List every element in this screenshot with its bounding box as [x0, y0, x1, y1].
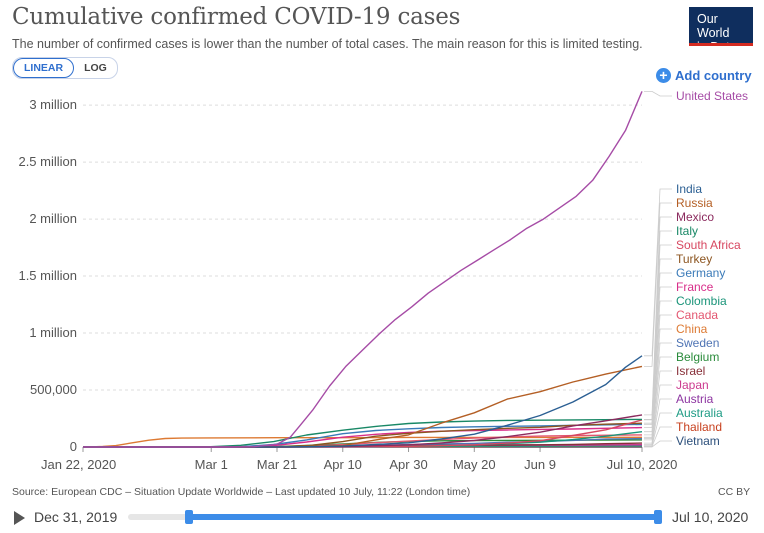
legend-label-italy: Italy: [676, 224, 698, 238]
series-line-united-states: [83, 91, 643, 448]
legend-label-sweden: Sweden: [676, 336, 719, 350]
legend-connector-canada: [644, 314, 672, 436]
legend-label-austria: Austria: [676, 392, 714, 406]
y-tick-label: 3 million: [29, 97, 77, 112]
plus-circle-icon: +: [656, 68, 671, 83]
add-country-button[interactable]: + Add country: [656, 68, 752, 83]
log-scale-button[interactable]: LOG: [84, 62, 107, 74]
linear-scale-button[interactable]: LINEAR: [13, 58, 75, 78]
x-tick-label: Jan 22, 2020: [41, 457, 116, 472]
y-tick-label: 2.5 million: [18, 154, 77, 169]
legend-label-russia: Russia: [676, 196, 713, 210]
legend-connector-china: [644, 328, 672, 438]
chart-subtitle: The number of confirmed cases is lower t…: [12, 37, 643, 51]
legend-label-australia: Australia: [676, 406, 723, 420]
legend-connector-austria: [644, 398, 672, 446]
legend-label-colombia: Colombia: [676, 294, 727, 308]
legend-label-france: France: [676, 280, 714, 294]
timeline-selected-range: [188, 514, 660, 520]
timeline-end-handle[interactable]: [654, 510, 662, 524]
play-icon[interactable]: [14, 511, 25, 525]
source-note: Source: European CDC – Situation Update …: [12, 486, 471, 498]
legend-connector-india: [644, 188, 672, 357]
legend-connector-united-states: [644, 91, 672, 97]
x-tick-label: Mar 1: [195, 457, 228, 472]
legend-label-south-africa: South Africa: [676, 238, 741, 252]
legend-connector-south-africa: [644, 244, 672, 421]
scale-toggle[interactable]: LINEAR LOG: [12, 57, 118, 79]
legend-label-mexico: Mexico: [676, 210, 714, 224]
legend-connector-israel: [644, 370, 672, 444]
x-tick-label: Jul 10, 2020: [607, 457, 678, 472]
legend-label-germany: Germany: [676, 266, 725, 280]
legend-connector-belgium: [644, 356, 672, 441]
timeline: Dec 31, 2019 Jul 10, 2020: [0, 503, 764, 533]
legend-connector-sweden: [644, 342, 672, 439]
legend-label-japan: Japan: [676, 378, 709, 392]
timeline-track[interactable]: [128, 510, 662, 524]
x-tick-label: May 20: [453, 457, 496, 472]
series-line-india: [83, 355, 643, 448]
legend-connector-france: [644, 286, 672, 428]
line-chart: 0 500,000 1 million 1.5 million 2 million 2.5…: [18, 89, 748, 472]
x-tick-label: Apr 10: [324, 457, 362, 472]
y-tick-label: 1 million: [29, 325, 77, 340]
legend-label-israel: Israel: [676, 364, 705, 378]
legend-connector-thailand: [644, 426, 672, 447]
legend-label-india: India: [676, 182, 702, 196]
owid-logo[interactable]: Our World in Data: [689, 7, 753, 54]
chart-title: Cumulative confirmed COVID-19 cases: [12, 4, 461, 30]
timeline-end-label: Jul 10, 2020: [672, 509, 749, 525]
legend-label-china: China: [676, 322, 708, 336]
legend-connector-turkey: [644, 258, 672, 424]
logo-line-1: Our World: [697, 12, 730, 40]
legend-label-united-states: United States: [676, 89, 748, 103]
y-tick-label: 0: [70, 439, 77, 454]
x-tick-label: Mar 21: [257, 457, 297, 472]
y-tick-label: 500,000: [30, 382, 77, 397]
y-tick-label: 2 million: [29, 211, 77, 226]
legend-label-turkey: Turkey: [676, 252, 712, 266]
timeline-start-handle[interactable]: [184, 510, 193, 524]
legend-connector-vietnam: [644, 440, 672, 448]
legend-label-belgium: Belgium: [676, 350, 719, 364]
legend-label-thailand: Thailand: [676, 420, 722, 434]
logo-accent-bar: [689, 43, 753, 46]
legend-connector-russia: [644, 202, 672, 367]
legend-connector-australia: [644, 412, 672, 447]
add-country-label: Add country: [675, 68, 752, 83]
x-tick-label: Jun 9: [524, 457, 556, 472]
legend-connector-colombia: [644, 300, 672, 433]
legend-connector-germany: [644, 272, 672, 425]
x-tick-label: Apr 30: [389, 457, 427, 472]
legend-label-vietnam: Vietnam: [676, 434, 720, 448]
license-label[interactable]: CC BY: [718, 486, 751, 498]
legend-label-canada: Canada: [676, 308, 718, 322]
timeline-start-label: Dec 31, 2019: [34, 509, 118, 525]
y-tick-label: 1.5 million: [18, 268, 77, 283]
